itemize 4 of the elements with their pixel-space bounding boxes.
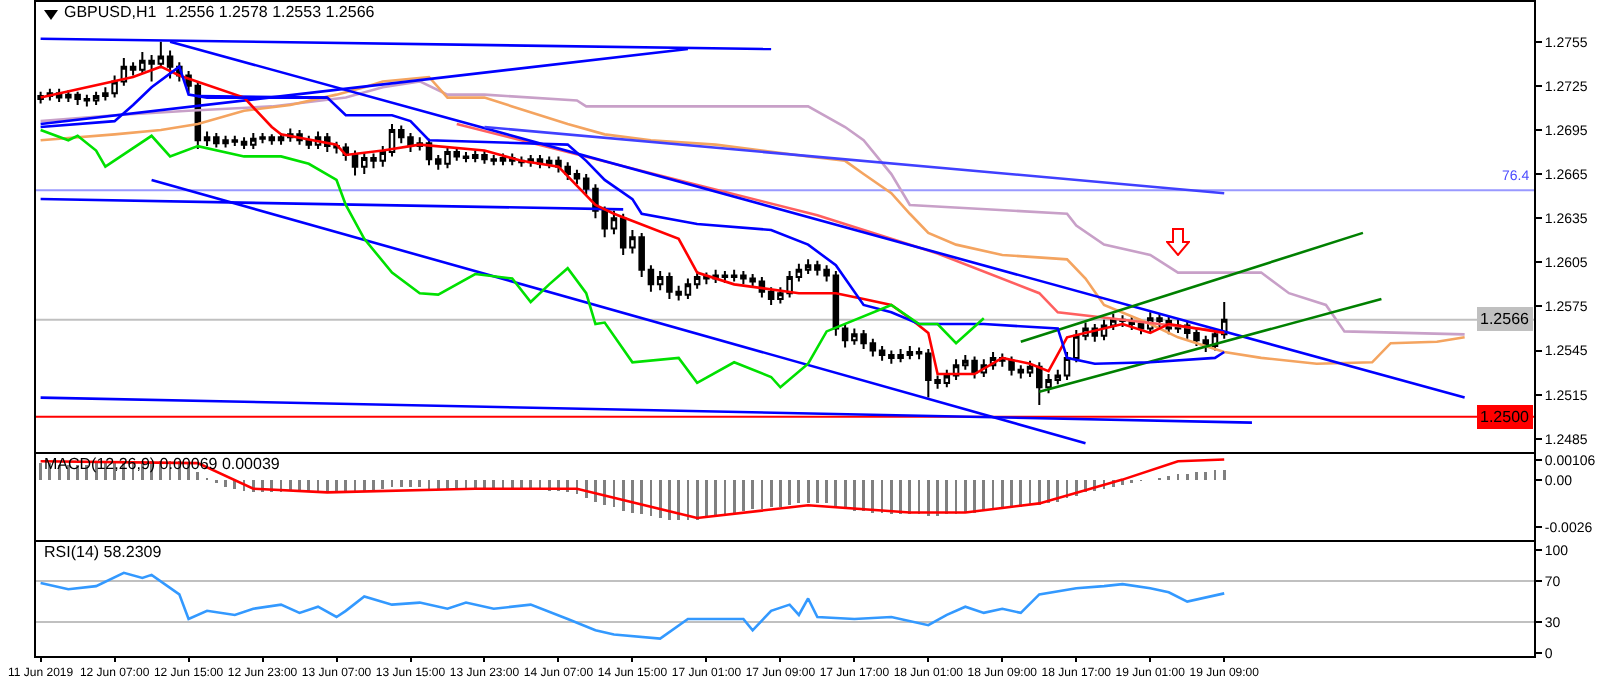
- ref-line-label: 1.2500: [1480, 408, 1531, 426]
- chart-title: GBPUSD,H1 1.2556 1.2578 1.2553 1.2566: [64, 3, 376, 22]
- chart-title: RSI(14) 58.2309: [44, 543, 163, 562]
- ref-line-label: 1.2566: [1480, 310, 1531, 328]
